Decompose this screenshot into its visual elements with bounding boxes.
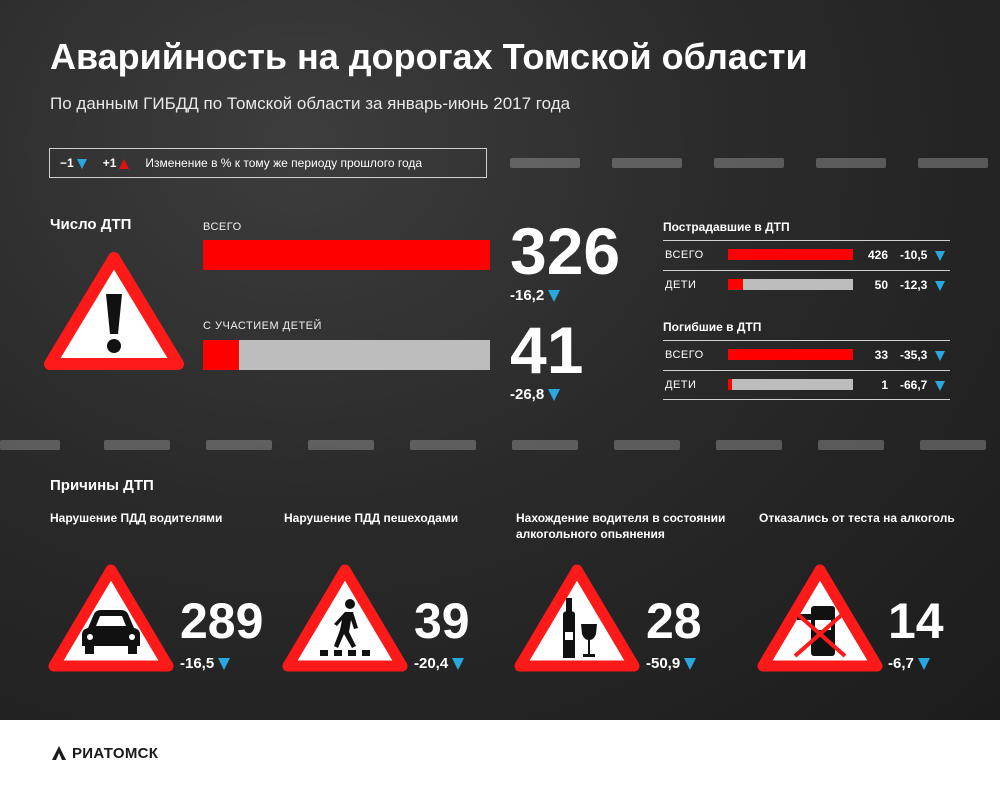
logo-text: РИАТОМСК bbox=[72, 744, 159, 762]
page-title: Аварийность на дорогах Томской области bbox=[50, 36, 808, 77]
down-arrow-icon bbox=[935, 251, 945, 261]
down-arrow-icon bbox=[218, 658, 231, 671]
accidents-heading: Число ДТП bbox=[50, 216, 132, 233]
warning-exclamation-icon bbox=[44, 252, 184, 370]
down-arrow-icon bbox=[548, 290, 561, 303]
cause-change-drivers: -16,5 bbox=[180, 655, 231, 672]
legend-plus: +1 bbox=[103, 156, 130, 170]
down-arrow-icon bbox=[917, 658, 930, 671]
cause-value-drivers: 289 bbox=[180, 593, 264, 649]
cause-title-drivers: Нарушение ПДД водителями bbox=[50, 511, 223, 525]
accidents-children-label: С УЧАСТИЕМ ДЕТЕЙ bbox=[203, 320, 322, 332]
cause-value-drunk: 28 bbox=[646, 593, 702, 649]
cause-title-drunk: Нахождение водителя в состоянии алкоголь… bbox=[516, 511, 726, 541]
legend: −1 +1 Изменение в % к тому же периоду пр… bbox=[49, 148, 487, 178]
cause-change-drunk: -50,9 bbox=[646, 655, 697, 672]
footer: РИАТОМСК bbox=[0, 720, 1000, 790]
infographic-canvas: Аварийность на дорогах Томской области П… bbox=[0, 0, 1000, 720]
accidents-children-bar bbox=[203, 340, 490, 370]
cause-change-pedestrians: -20,4 bbox=[414, 655, 465, 672]
accidents-total-change: -16,2 bbox=[510, 287, 561, 304]
down-arrow-icon bbox=[548, 389, 561, 402]
down-arrow-icon bbox=[935, 381, 945, 391]
accidents-total-bar bbox=[203, 240, 490, 270]
ria-tomsk-logo[interactable]: РИАТОМСК bbox=[50, 744, 158, 762]
legend-minus: −1 bbox=[60, 156, 87, 170]
down-arrow-icon bbox=[935, 281, 945, 291]
down-arrow-icon bbox=[935, 351, 945, 361]
down-arrow-icon bbox=[452, 658, 465, 671]
accidents-children-change: -26,8 bbox=[510, 386, 561, 403]
injured-row-children: ДЕТИ 50 -12,3 bbox=[663, 270, 950, 299]
cause-title-refused-test: Отказались от теста на алкоголь bbox=[759, 511, 955, 525]
bottle-glass-icon bbox=[514, 564, 640, 672]
accidents-total-value: 326 bbox=[510, 214, 621, 288]
cause-value-refused-test: 14 bbox=[888, 593, 944, 649]
injured-heading: Пострадавшие в ДТП bbox=[663, 220, 790, 234]
killed-row-children: ДЕТИ 1 -66,7 bbox=[663, 370, 950, 400]
killed-heading: Погибшие в ДТП bbox=[663, 320, 762, 334]
injured-row-total: ВСЕГО 426 -10,5 bbox=[663, 240, 950, 269]
cause-title-pedestrians: Нарушение ПДД пешеходами bbox=[284, 511, 459, 525]
legend-description: Изменение в % к тому же периоду прошлого… bbox=[145, 156, 423, 170]
breathalyzer-crossed-icon bbox=[757, 564, 883, 672]
cause-change-refused-test: -6,7 bbox=[888, 655, 930, 672]
killed-row-total: ВСЕГО 33 -35,3 bbox=[663, 340, 950, 369]
causes-heading: Причины ДТП bbox=[50, 477, 154, 494]
ria-logo-icon bbox=[52, 746, 66, 760]
down-arrow-icon bbox=[76, 158, 87, 169]
up-arrow-icon bbox=[119, 158, 130, 169]
accidents-total-label: ВСЕГО bbox=[203, 221, 242, 233]
down-arrow-icon bbox=[684, 658, 697, 671]
page-subtitle: По данным ГИБДД по Томской области за ян… bbox=[50, 94, 571, 113]
accidents-children-value: 41 bbox=[510, 313, 584, 387]
cause-value-pedestrians: 39 bbox=[414, 593, 470, 649]
pedestrian-icon bbox=[282, 564, 408, 672]
car-icon bbox=[48, 564, 174, 672]
